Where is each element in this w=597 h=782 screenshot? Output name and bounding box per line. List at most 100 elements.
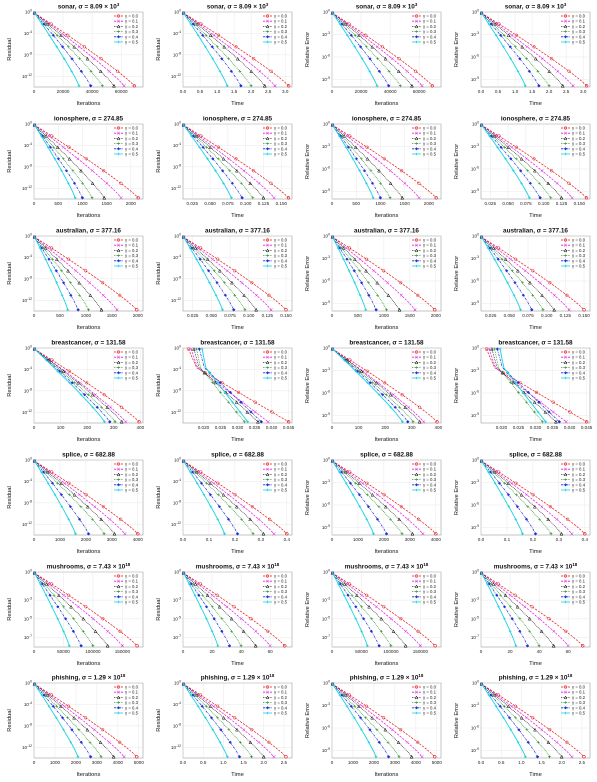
series-marker [92, 57, 96, 61]
series-marker [361, 481, 365, 485]
series-marker [80, 196, 85, 200]
series-marker [345, 257, 349, 261]
y-tick-label: 10-6 [471, 278, 479, 284]
series-marker [54, 716, 58, 720]
legend-marker [265, 248, 270, 253]
series-marker [200, 347, 204, 351]
x-tick-label: 0 [331, 201, 334, 206]
series-marker [40, 246, 44, 250]
y-tick-label: 10-5 [471, 615, 479, 621]
series-marker [267, 293, 271, 297]
series-marker [536, 69, 540, 73]
series-marker [559, 531, 564, 536]
series-marker [501, 45, 506, 49]
series-marker [537, 84, 541, 88]
series-marker [38, 582, 42, 586]
x-tick-label: 60000 [413, 89, 426, 94]
series-marker [66, 268, 70, 273]
series-marker [355, 593, 359, 597]
legend-marker [266, 701, 269, 704]
x-tick-label: 2000 [431, 313, 442, 318]
y-tick-label: 100 [323, 680, 330, 686]
series-marker [47, 134, 51, 138]
y-tick-label: 100 [25, 680, 32, 686]
series-marker [223, 293, 228, 297]
series-marker [487, 134, 492, 138]
x-tick-label: 4000 [113, 760, 124, 765]
series-marker [533, 532, 538, 536]
legend-label: γ = 0.2 [423, 360, 437, 365]
y-tick-label: 10-7 [322, 634, 330, 640]
series-marker [517, 390, 520, 394]
series-marker [248, 517, 252, 521]
series-marker [208, 704, 213, 708]
legend-marker [414, 126, 419, 130]
series-marker [514, 517, 518, 521]
y-tick-label: 10-8 [24, 722, 32, 728]
series-marker [536, 410, 540, 414]
series-marker [397, 307, 402, 312]
series-marker [47, 22, 52, 26]
legend-marker [116, 259, 121, 263]
chart-title: mushrooms, σ = 7.43 × 1018 [47, 562, 131, 571]
legend-label: γ = 0.0 [572, 685, 586, 690]
series-marker [108, 420, 112, 424]
legend-label: γ = 0.0 [125, 462, 139, 467]
series-marker [189, 582, 193, 586]
series-marker [564, 420, 568, 424]
series-marker [546, 181, 550, 185]
legend-marker [116, 35, 121, 39]
x-tick-label: 1000 [55, 537, 66, 542]
series-marker [416, 629, 420, 633]
series-marker [261, 531, 266, 536]
series-marker [564, 629, 568, 633]
x-tick-label: 0.100 [538, 201, 550, 206]
series-marker [525, 716, 529, 720]
series-marker [236, 390, 241, 395]
series-marker [531, 716, 535, 720]
x-tick-label: 0.5 [197, 89, 204, 94]
series-marker [227, 45, 231, 49]
series-marker [91, 405, 95, 409]
legend-marker [116, 467, 121, 471]
series-marker [360, 593, 364, 597]
series-marker [47, 257, 51, 261]
series-marker [388, 169, 392, 173]
x-tick-label: 0.020 [496, 425, 508, 430]
x-tick-label: 0.075 [224, 313, 236, 318]
x-tick-label: 0 [331, 760, 334, 765]
legend-marker [563, 584, 568, 589]
legend-label: γ = 0.2 [423, 472, 437, 477]
series-marker [272, 755, 276, 759]
series-marker [533, 727, 537, 732]
legend-label: γ = 0.0 [125, 685, 139, 690]
y-axis-label: Relative Error [305, 144, 311, 180]
legend-label: γ = 0.4 [423, 482, 437, 487]
series-marker [411, 420, 415, 424]
series-marker [387, 84, 391, 88]
chart-panel: breastcancer, σ = 131.580 100 200 300 400100… [305, 340, 443, 444]
series-marker [521, 390, 525, 395]
legend-label: γ = 0.2 [274, 248, 288, 253]
legend-label: γ = 0.1 [125, 579, 139, 584]
series-marker [57, 593, 61, 597]
y-tick-label: 10-3 [322, 31, 330, 37]
y-tick-label: 10-3 [471, 255, 479, 261]
x-tick-label: 0.025 [187, 201, 199, 206]
series-marker [101, 281, 105, 285]
series-marker [49, 246, 54, 250]
x-tick-label: 2.0 [248, 89, 255, 94]
series-marker [200, 704, 204, 708]
x-tick-label: 500 [54, 201, 62, 206]
legend-label: γ = 0.5 [125, 152, 139, 157]
y-tick-label: 10-3 [322, 255, 330, 261]
series-marker [397, 755, 401, 759]
series-marker [418, 644, 422, 648]
legend-label: γ = 0.4 [125, 705, 139, 710]
series-marker [528, 280, 532, 285]
legend-marker [564, 590, 567, 593]
legend-label: γ = 0.0 [423, 126, 437, 131]
series-marker [360, 605, 364, 609]
legend-marker [116, 126, 121, 130]
